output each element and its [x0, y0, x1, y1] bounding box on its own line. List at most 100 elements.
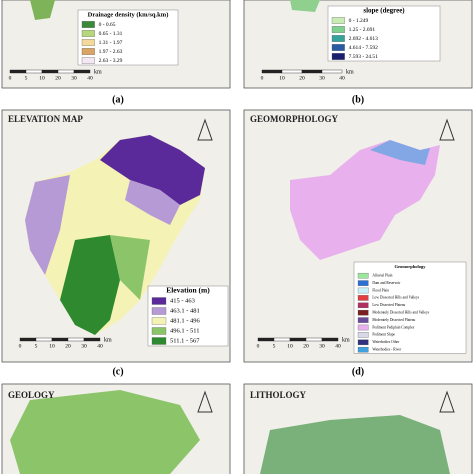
legend-swatch: [357, 272, 369, 279]
lithology-area: [260, 415, 450, 474]
scale-segment: [321, 337, 339, 342]
panel-label: (a): [112, 94, 124, 105]
legend-label: Waterbodies - River: [372, 348, 402, 352]
legend-swatch: [331, 53, 345, 60]
legend-label: Low Dissected Hills and Valleys: [372, 296, 419, 300]
elevation-zone: [110, 235, 150, 300]
panel-label: (b): [352, 94, 364, 105]
scale-segment: [73, 69, 91, 74]
scale-segment: [83, 337, 101, 342]
scale-unit: km: [342, 337, 350, 343]
legend-swatch: [81, 48, 95, 55]
map-fragment: [30, 0, 55, 20]
legend-label: Low Dissected Plateau: [372, 303, 405, 307]
legend-swatch: [81, 57, 95, 64]
geomorphology-area: [290, 140, 440, 260]
scale-segment: [281, 69, 303, 74]
legend-box: [353, 261, 467, 354]
panel-label: (c): [112, 366, 123, 377]
geology-area: [10, 390, 200, 474]
legend-label: Moderately Dissected Plateau: [372, 318, 415, 322]
legend-label: 2.692 - 4.613: [349, 36, 379, 42]
legend-label: Dam and Reservoir: [372, 281, 401, 285]
scale-label: 20: [299, 75, 305, 81]
legend-title: Geomorphology: [395, 264, 427, 269]
legend-swatch: [357, 332, 369, 338]
legend-swatch: [151, 327, 167, 335]
scale-label: 0: [9, 75, 12, 81]
legend-swatch: [357, 317, 369, 323]
scale-segment: [301, 69, 323, 74]
legend-swatch: [151, 317, 167, 325]
legend-label: 7.593 - 24.51: [349, 54, 379, 60]
scale-segment: [25, 69, 43, 74]
legend-swatch: [357, 295, 369, 301]
legend-title: slope (degree): [363, 7, 405, 15]
legend-swatch: [331, 44, 345, 51]
legend-box: [77, 9, 179, 66]
legend-swatch: [357, 324, 369, 331]
scale-label: 5: [35, 343, 38, 349]
scale-segment: [67, 337, 85, 342]
legend-swatch: [357, 339, 369, 346]
legend-box: [147, 285, 229, 347]
elevation-zone: [25, 175, 70, 275]
scale-segment: [57, 69, 75, 74]
scale-label: 10: [287, 343, 293, 349]
panel-title: GEOMORPHOLOGY: [250, 114, 339, 124]
legend-swatch: [357, 309, 369, 316]
legend-label: 4.614 - 7.592: [349, 45, 379, 51]
scale-label: 0: [261, 75, 264, 81]
legend-swatch: [331, 17, 345, 24]
legend-title: Elevation (m): [166, 286, 210, 295]
legend-label: 0.65 - 1.31: [99, 31, 123, 37]
scale-label: 5: [25, 75, 28, 81]
panel-label: (d): [352, 366, 364, 377]
scale-label: 10: [279, 75, 285, 81]
scale-unit: km: [346, 69, 354, 75]
legend-label: 496.1 - 511: [170, 327, 200, 334]
scale-segment: [273, 337, 291, 342]
scale-label: 10: [39, 75, 45, 81]
scale-label: 40: [335, 343, 341, 349]
scale-segment: [289, 337, 307, 342]
scale-label: 40: [339, 75, 345, 81]
legend-swatch: [151, 337, 167, 345]
scale-segment: [9, 69, 27, 74]
scale-label: 20: [65, 343, 71, 349]
scale-label: 20: [303, 343, 309, 349]
geomorphology-zone: [370, 140, 430, 165]
panel-title: GEOLOGY: [8, 390, 55, 400]
legend-label: 415 - 463: [170, 297, 195, 304]
scale-segment: [35, 337, 53, 342]
legend-label: 1.25 - 2.691: [349, 27, 376, 33]
legend-label: 1.97 - 2.63: [99, 49, 123, 55]
legend-swatch: [151, 297, 167, 305]
legend-label: Alluvial Plain: [372, 274, 392, 278]
legend-label: 463.1 - 481: [170, 307, 200, 314]
scale-label: 30: [319, 343, 325, 349]
legend-label: 1.31 - 1.97: [99, 40, 123, 46]
scale-label: 5: [273, 343, 276, 349]
legend-label: 0 - 1.249: [349, 18, 369, 24]
elevation-zone: [60, 235, 120, 335]
legend-label: 0 - 0.65: [99, 22, 116, 28]
legend-label: Flood Plain: [372, 288, 389, 292]
scale-unit: km: [94, 69, 102, 75]
legend-box: [327, 5, 441, 62]
legend-swatch: [357, 280, 369, 286]
scale-segment: [321, 69, 343, 74]
panel-title: LITHOLOGY: [250, 390, 307, 400]
legend-swatch: [81, 39, 95, 46]
legend-swatch: [151, 307, 167, 315]
legend-swatch: [357, 287, 369, 294]
map-fragment: [290, 0, 320, 12]
legend-swatch: [357, 302, 369, 309]
scale-segment: [41, 69, 59, 74]
scale-segment: [305, 337, 323, 342]
legend-label: 511.1 - 567: [170, 337, 200, 344]
scale-label: 40: [97, 343, 103, 349]
elevation-zone: [100, 135, 205, 205]
scale-label: 10: [49, 343, 55, 349]
